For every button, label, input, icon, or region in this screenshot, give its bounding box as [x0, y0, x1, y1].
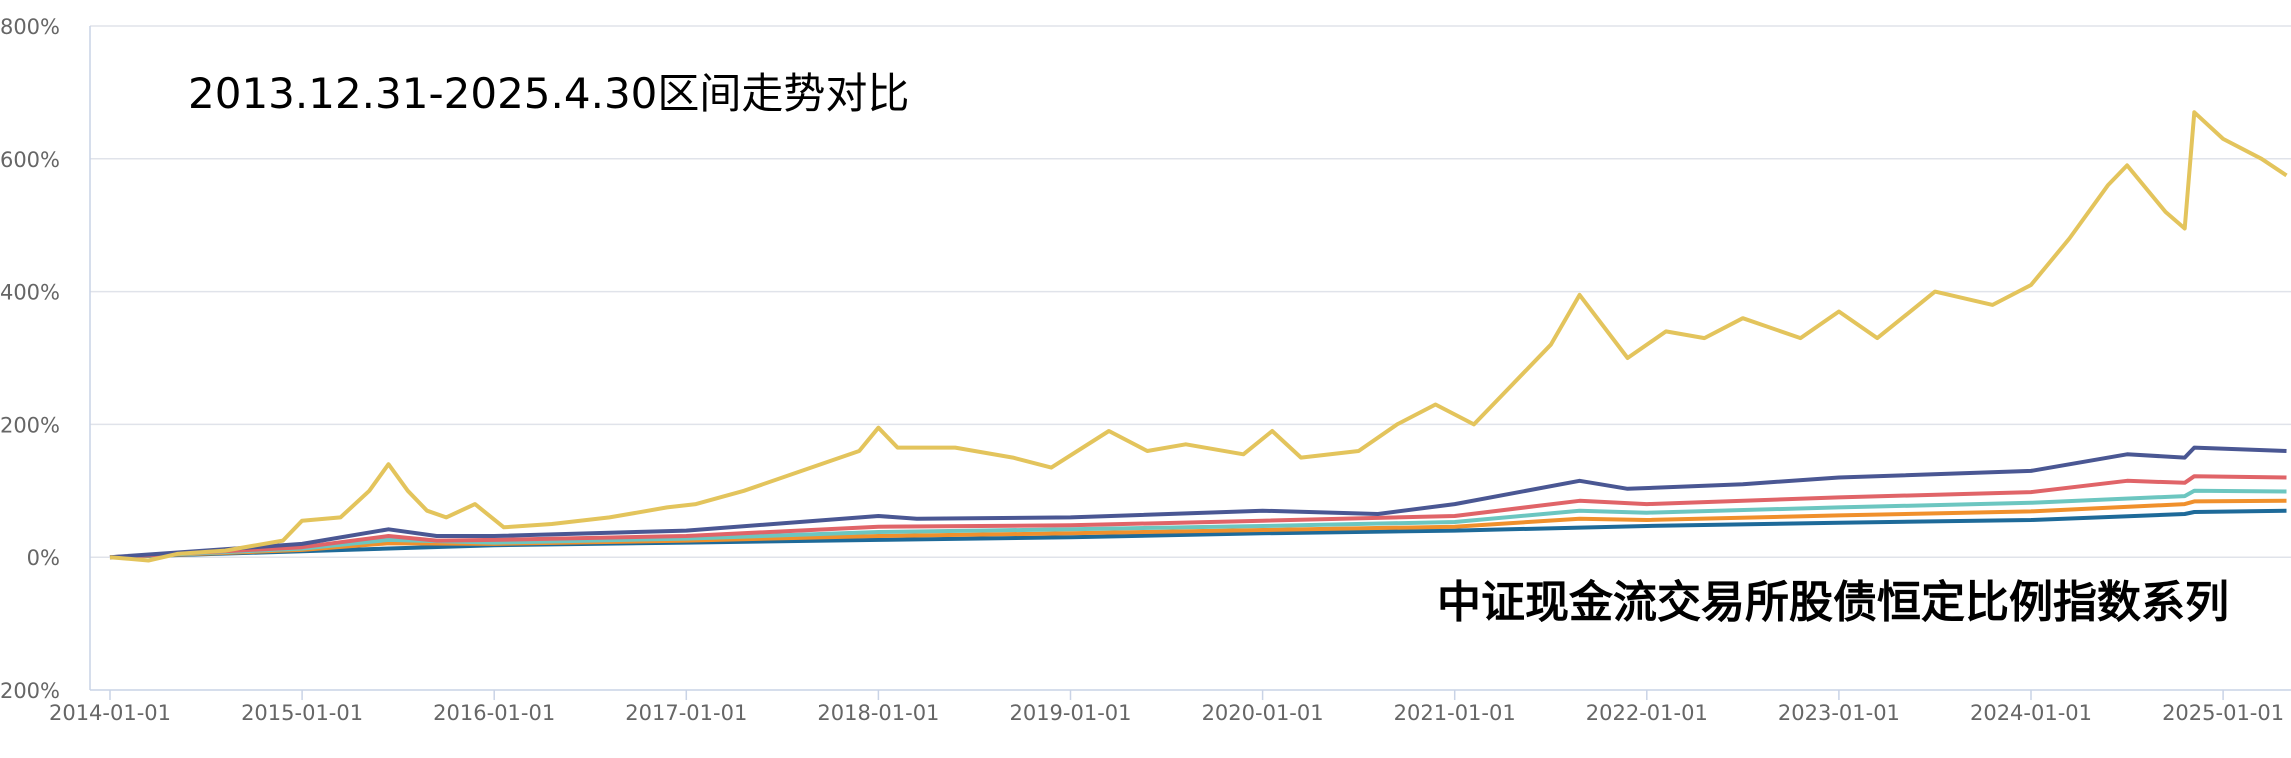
y-tick-label: 600%	[0, 148, 60, 172]
line-series-5	[109, 498, 2287, 560]
y-axis: 800% 600% 400% 200% 0% -200%	[0, 15, 60, 703]
line-series-3	[109, 474, 2287, 560]
x-tick-label: 2020-01-01	[1202, 701, 1324, 725]
x-tick-label: 2022-01-01	[1586, 701, 1708, 725]
x-tick-label: 2019-01-01	[1009, 701, 1131, 725]
x-axis: 2014-01-01 2015-01-01 2016-01-01 2017-01-01…	[49, 690, 2284, 725]
x-tick-label: 2023-01-01	[1778, 701, 1900, 725]
x-tick-label: 2016-01-01	[433, 701, 555, 725]
y-tick-label: 400%	[0, 281, 60, 305]
x-tick-label: 2025-01-01	[2162, 701, 2284, 725]
x-tick-label: 2018-01-01	[817, 701, 939, 725]
x-tick-label: 2024-01-01	[1970, 701, 2092, 725]
x-tick-label: 2017-01-01	[625, 701, 747, 725]
line-series-2	[109, 445, 2287, 560]
x-tick-label: 2021-01-01	[1394, 701, 1516, 725]
grid	[89, 25, 2291, 691]
line-series-6	[109, 508, 2287, 560]
x-tick-label: 2014-01-01	[49, 701, 171, 725]
line-series-1	[109, 110, 2288, 563]
x-tick-label: 2015-01-01	[241, 701, 363, 725]
y-tick-label: 800%	[0, 15, 60, 39]
y-tick-label: 200%	[0, 413, 60, 437]
series-lines	[109, 110, 2288, 563]
y-tick-label: -200%	[0, 679, 60, 703]
chart-title: 2013.12.31-2025.4.30区间走势对比	[188, 69, 910, 118]
chart-annotation: 中证现金流交易所股债恒定比例指数系列	[1437, 577, 2229, 628]
y-tick-label: 0%	[27, 546, 60, 570]
